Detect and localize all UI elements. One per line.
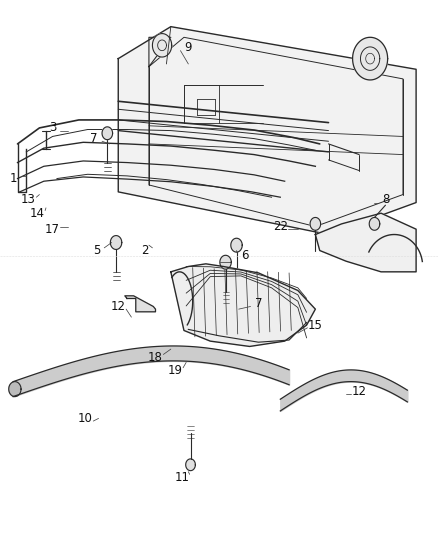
Polygon shape [186, 459, 195, 471]
Text: 12: 12 [352, 385, 367, 398]
Text: 17: 17 [45, 223, 60, 236]
Polygon shape [110, 236, 122, 249]
Polygon shape [220, 255, 231, 269]
Polygon shape [310, 217, 321, 230]
Text: 2: 2 [141, 244, 148, 257]
Text: 13: 13 [21, 193, 36, 206]
Text: 1: 1 [9, 172, 17, 185]
Text: 15: 15 [308, 319, 323, 332]
Polygon shape [369, 217, 380, 230]
Text: 10: 10 [78, 412, 93, 425]
Text: 12: 12 [111, 300, 126, 313]
Text: 22: 22 [273, 220, 288, 233]
Text: 5: 5 [93, 244, 100, 257]
Polygon shape [315, 213, 416, 272]
Polygon shape [125, 296, 155, 312]
Polygon shape [118, 27, 416, 235]
Polygon shape [102, 127, 113, 140]
Polygon shape [152, 34, 172, 57]
Text: 19: 19 [168, 364, 183, 377]
Polygon shape [171, 264, 315, 346]
Text: 18: 18 [148, 351, 163, 364]
Polygon shape [9, 382, 21, 397]
Text: 3: 3 [49, 122, 56, 134]
Text: 9: 9 [184, 42, 192, 54]
Text: 7: 7 [254, 297, 262, 310]
Text: 14: 14 [30, 207, 45, 220]
Text: 11: 11 [174, 471, 189, 483]
Text: 6: 6 [241, 249, 249, 262]
Polygon shape [231, 238, 242, 252]
Text: 7: 7 [90, 132, 98, 145]
Polygon shape [353, 37, 388, 80]
Text: 8: 8 [382, 193, 389, 206]
